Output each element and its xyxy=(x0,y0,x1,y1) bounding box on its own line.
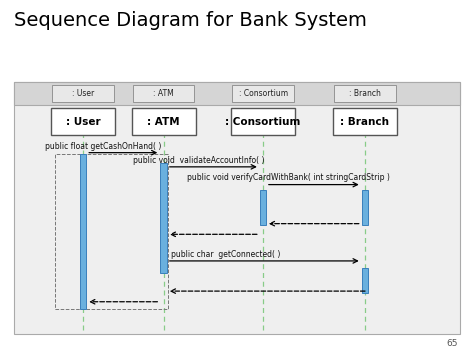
Bar xyxy=(52,84,114,102)
Text: : Branch: : Branch xyxy=(349,89,381,98)
Text: public void  validateAccountInfo( ): public void validateAccountInfo( ) xyxy=(133,156,264,165)
Bar xyxy=(232,84,294,102)
Bar xyxy=(362,190,368,225)
Text: : User: : User xyxy=(65,116,100,127)
Bar xyxy=(160,163,167,273)
Bar xyxy=(333,108,397,135)
Bar xyxy=(55,154,168,309)
Bar xyxy=(133,84,194,102)
Bar xyxy=(51,108,115,135)
Text: public void verifyCardWithBank( int stringCardStrip ): public void verifyCardWithBank( int stri… xyxy=(187,174,390,182)
Bar xyxy=(131,108,195,135)
Text: : ATM: : ATM xyxy=(147,116,180,127)
Text: 65: 65 xyxy=(446,339,457,348)
Bar xyxy=(260,190,266,225)
Bar xyxy=(334,84,396,102)
Text: : ATM: : ATM xyxy=(153,89,174,98)
Text: : Consortium: : Consortium xyxy=(238,89,288,98)
Bar xyxy=(231,108,295,135)
Text: : Branch: : Branch xyxy=(340,116,390,127)
Text: : User: : User xyxy=(72,89,94,98)
Text: Sequence Diagram for Bank System: Sequence Diagram for Bank System xyxy=(14,11,367,30)
Text: public char  getConnected( ): public char getConnected( ) xyxy=(171,250,280,259)
Bar xyxy=(80,154,86,309)
Bar xyxy=(14,82,460,105)
Text: : Consortium: : Consortium xyxy=(225,116,301,127)
Bar xyxy=(14,82,460,334)
Text: public float getCashOnHand( ): public float getCashOnHand( ) xyxy=(45,142,162,151)
Bar xyxy=(362,268,368,293)
